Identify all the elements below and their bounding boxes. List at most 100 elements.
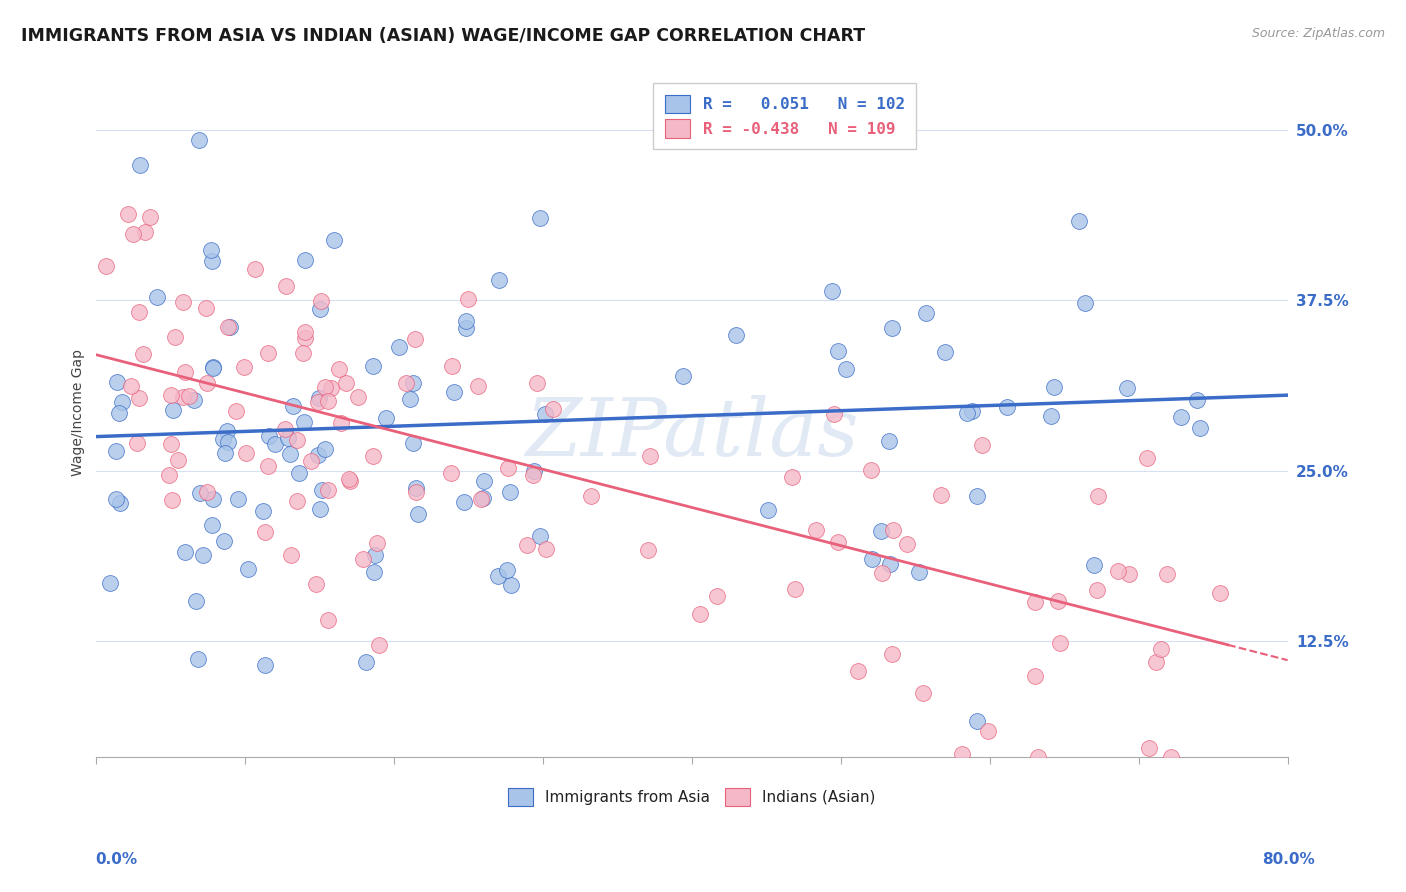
Point — [292, 415, 315, 429]
Point — [579, 490, 602, 504]
Point — [1043, 380, 1066, 394]
Point — [486, 568, 509, 582]
Point — [307, 449, 329, 463]
Point — [322, 234, 344, 248]
Point — [281, 399, 304, 413]
Point — [823, 407, 845, 421]
Point — [174, 545, 197, 559]
Point — [335, 376, 357, 390]
Point — [257, 429, 280, 443]
Point — [187, 652, 209, 666]
Point — [128, 391, 150, 405]
Point — [174, 366, 197, 380]
Point — [314, 442, 336, 456]
Point — [183, 393, 205, 408]
Text: IMMIGRANTS FROM ASIA VS INDIAN (ASIAN) WAGE/INCOME GAP CORRELATION CHART: IMMIGRANTS FROM ASIA VS INDIAN (ASIAN) W… — [21, 27, 865, 45]
Text: Source: ZipAtlas.com: Source: ZipAtlas.com — [1251, 27, 1385, 40]
Point — [314, 380, 336, 394]
Point — [105, 376, 128, 390]
Point — [499, 577, 522, 591]
Point — [956, 406, 979, 420]
Point — [1085, 582, 1108, 597]
Point — [1024, 669, 1046, 683]
Point — [960, 404, 983, 418]
Point — [308, 502, 330, 516]
Point — [671, 369, 693, 384]
Point — [1160, 750, 1182, 764]
Point — [440, 466, 463, 480]
Point — [217, 435, 239, 450]
Point — [307, 394, 329, 409]
Point — [977, 724, 1000, 739]
Point — [1170, 409, 1192, 424]
Point — [146, 290, 169, 304]
Point — [780, 470, 803, 484]
Point — [804, 524, 827, 538]
Point — [966, 490, 988, 504]
Point — [321, 381, 343, 395]
Point — [997, 400, 1019, 414]
Point — [277, 432, 299, 446]
Point — [177, 389, 200, 403]
Point — [541, 402, 564, 417]
Point — [375, 411, 398, 425]
Point — [1083, 558, 1105, 573]
Point — [472, 491, 495, 506]
Point — [160, 437, 183, 451]
Point — [1149, 642, 1171, 657]
Point — [896, 537, 918, 551]
Point — [526, 376, 548, 390]
Point — [107, 406, 129, 420]
Point — [398, 392, 420, 407]
Point — [294, 252, 316, 267]
Point — [496, 460, 519, 475]
Point — [274, 422, 297, 436]
Point — [160, 388, 183, 402]
Point — [201, 518, 224, 533]
Point — [882, 523, 904, 537]
Point — [225, 404, 247, 418]
Point — [361, 449, 384, 463]
Point — [689, 607, 711, 622]
Point — [1144, 655, 1167, 669]
Point — [316, 394, 339, 409]
Point — [309, 293, 332, 308]
Point — [1040, 409, 1063, 424]
Point — [316, 613, 339, 627]
Point — [252, 504, 274, 518]
Point — [1073, 295, 1095, 310]
Point — [457, 292, 479, 306]
Point — [172, 390, 194, 404]
Point — [288, 466, 311, 480]
Point — [253, 658, 276, 673]
Point — [200, 244, 222, 258]
Point — [121, 227, 143, 241]
Point — [405, 485, 427, 500]
Point — [870, 566, 893, 580]
Point — [256, 346, 278, 360]
Point — [157, 468, 180, 483]
Point — [188, 486, 211, 500]
Point — [1209, 585, 1232, 599]
Point — [860, 552, 883, 566]
Point — [280, 548, 302, 562]
Point — [870, 524, 893, 538]
Point — [529, 529, 551, 543]
Point — [467, 378, 489, 392]
Point — [188, 134, 211, 148]
Point — [879, 558, 901, 572]
Point — [1026, 750, 1049, 764]
Point — [134, 225, 156, 239]
Point — [254, 525, 277, 540]
Y-axis label: Wage/Income Gap: Wage/Income Gap — [72, 350, 86, 476]
Point — [354, 655, 377, 669]
Point — [215, 424, 238, 438]
Point — [238, 562, 260, 576]
Point — [291, 346, 314, 360]
Point — [308, 391, 330, 405]
Point — [453, 494, 475, 508]
Point — [1087, 488, 1109, 502]
Point — [638, 449, 661, 463]
Point — [285, 433, 308, 447]
Point — [256, 458, 278, 473]
